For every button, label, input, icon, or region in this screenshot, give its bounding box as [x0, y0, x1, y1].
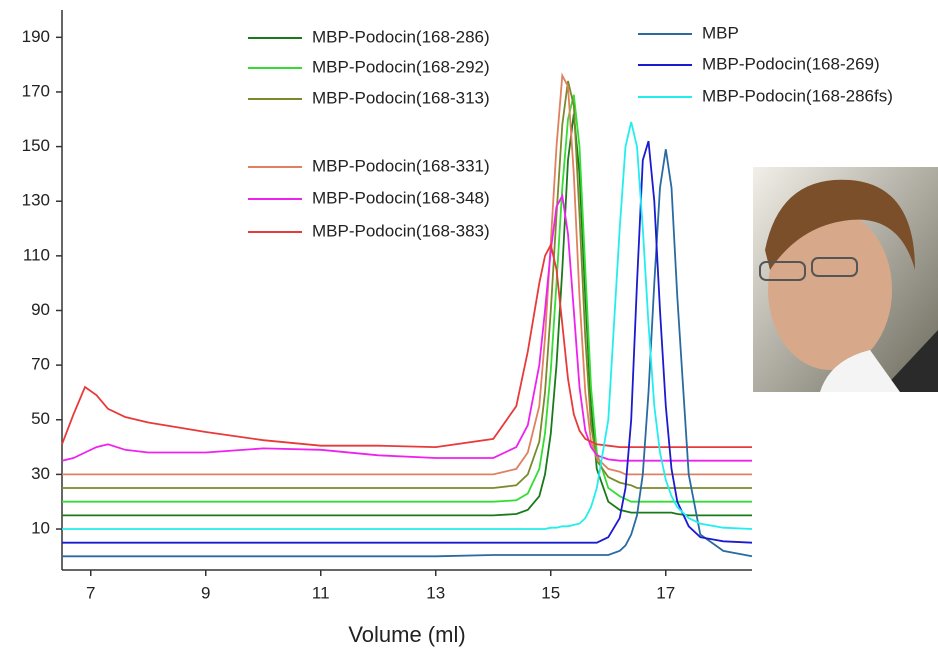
series-line	[62, 72, 752, 476]
x-tick-label: 11	[312, 583, 330, 602]
y-tick-label: 90	[31, 300, 50, 319]
x-tick-label: 15	[541, 583, 560, 602]
x-tick-label: 7	[86, 583, 95, 602]
y-tick-label: 10	[31, 519, 50, 538]
y-tick-label: 70	[31, 355, 50, 374]
series-line	[62, 94, 752, 503]
legend-label: MBP-Podocin(168-292)	[312, 57, 490, 76]
x-tick-label: 9	[201, 583, 210, 602]
y-tick-label: 110	[23, 245, 50, 264]
legend-label: MBP-Podocin(168-286)	[312, 27, 490, 46]
legend-label: MBP	[702, 23, 739, 42]
x-tick-label: 17	[656, 583, 675, 602]
legend-label: MBP-Podocin(168-383)	[312, 221, 490, 240]
y-tick-label: 190	[22, 27, 50, 46]
legend-label: MBP-Podocin(168-348)	[312, 188, 490, 207]
x-tick-label: 13	[426, 583, 445, 602]
series-line	[62, 80, 752, 489]
legend-label: MBP-Podocin(168-331)	[312, 156, 490, 175]
series-line	[62, 121, 753, 530]
series-line	[61, 242, 752, 449]
legend-label: MBP-Podocin(168-313)	[312, 88, 490, 107]
series-line	[62, 149, 753, 558]
legend-label: MBP-Podocin(168-286fs)	[702, 86, 893, 105]
y-tick-label: 170	[22, 81, 50, 100]
y-tick-label: 150	[22, 136, 50, 155]
y-tick-label: 50	[31, 409, 50, 428]
x-axis-label: Volume (ml)	[348, 622, 465, 647]
legend-label: MBP-Podocin(168-269)	[702, 54, 880, 73]
photo	[753, 167, 938, 392]
series-line	[62, 140, 753, 544]
y-tick-label: 30	[31, 464, 50, 483]
y-tick-label: 130	[22, 191, 50, 210]
